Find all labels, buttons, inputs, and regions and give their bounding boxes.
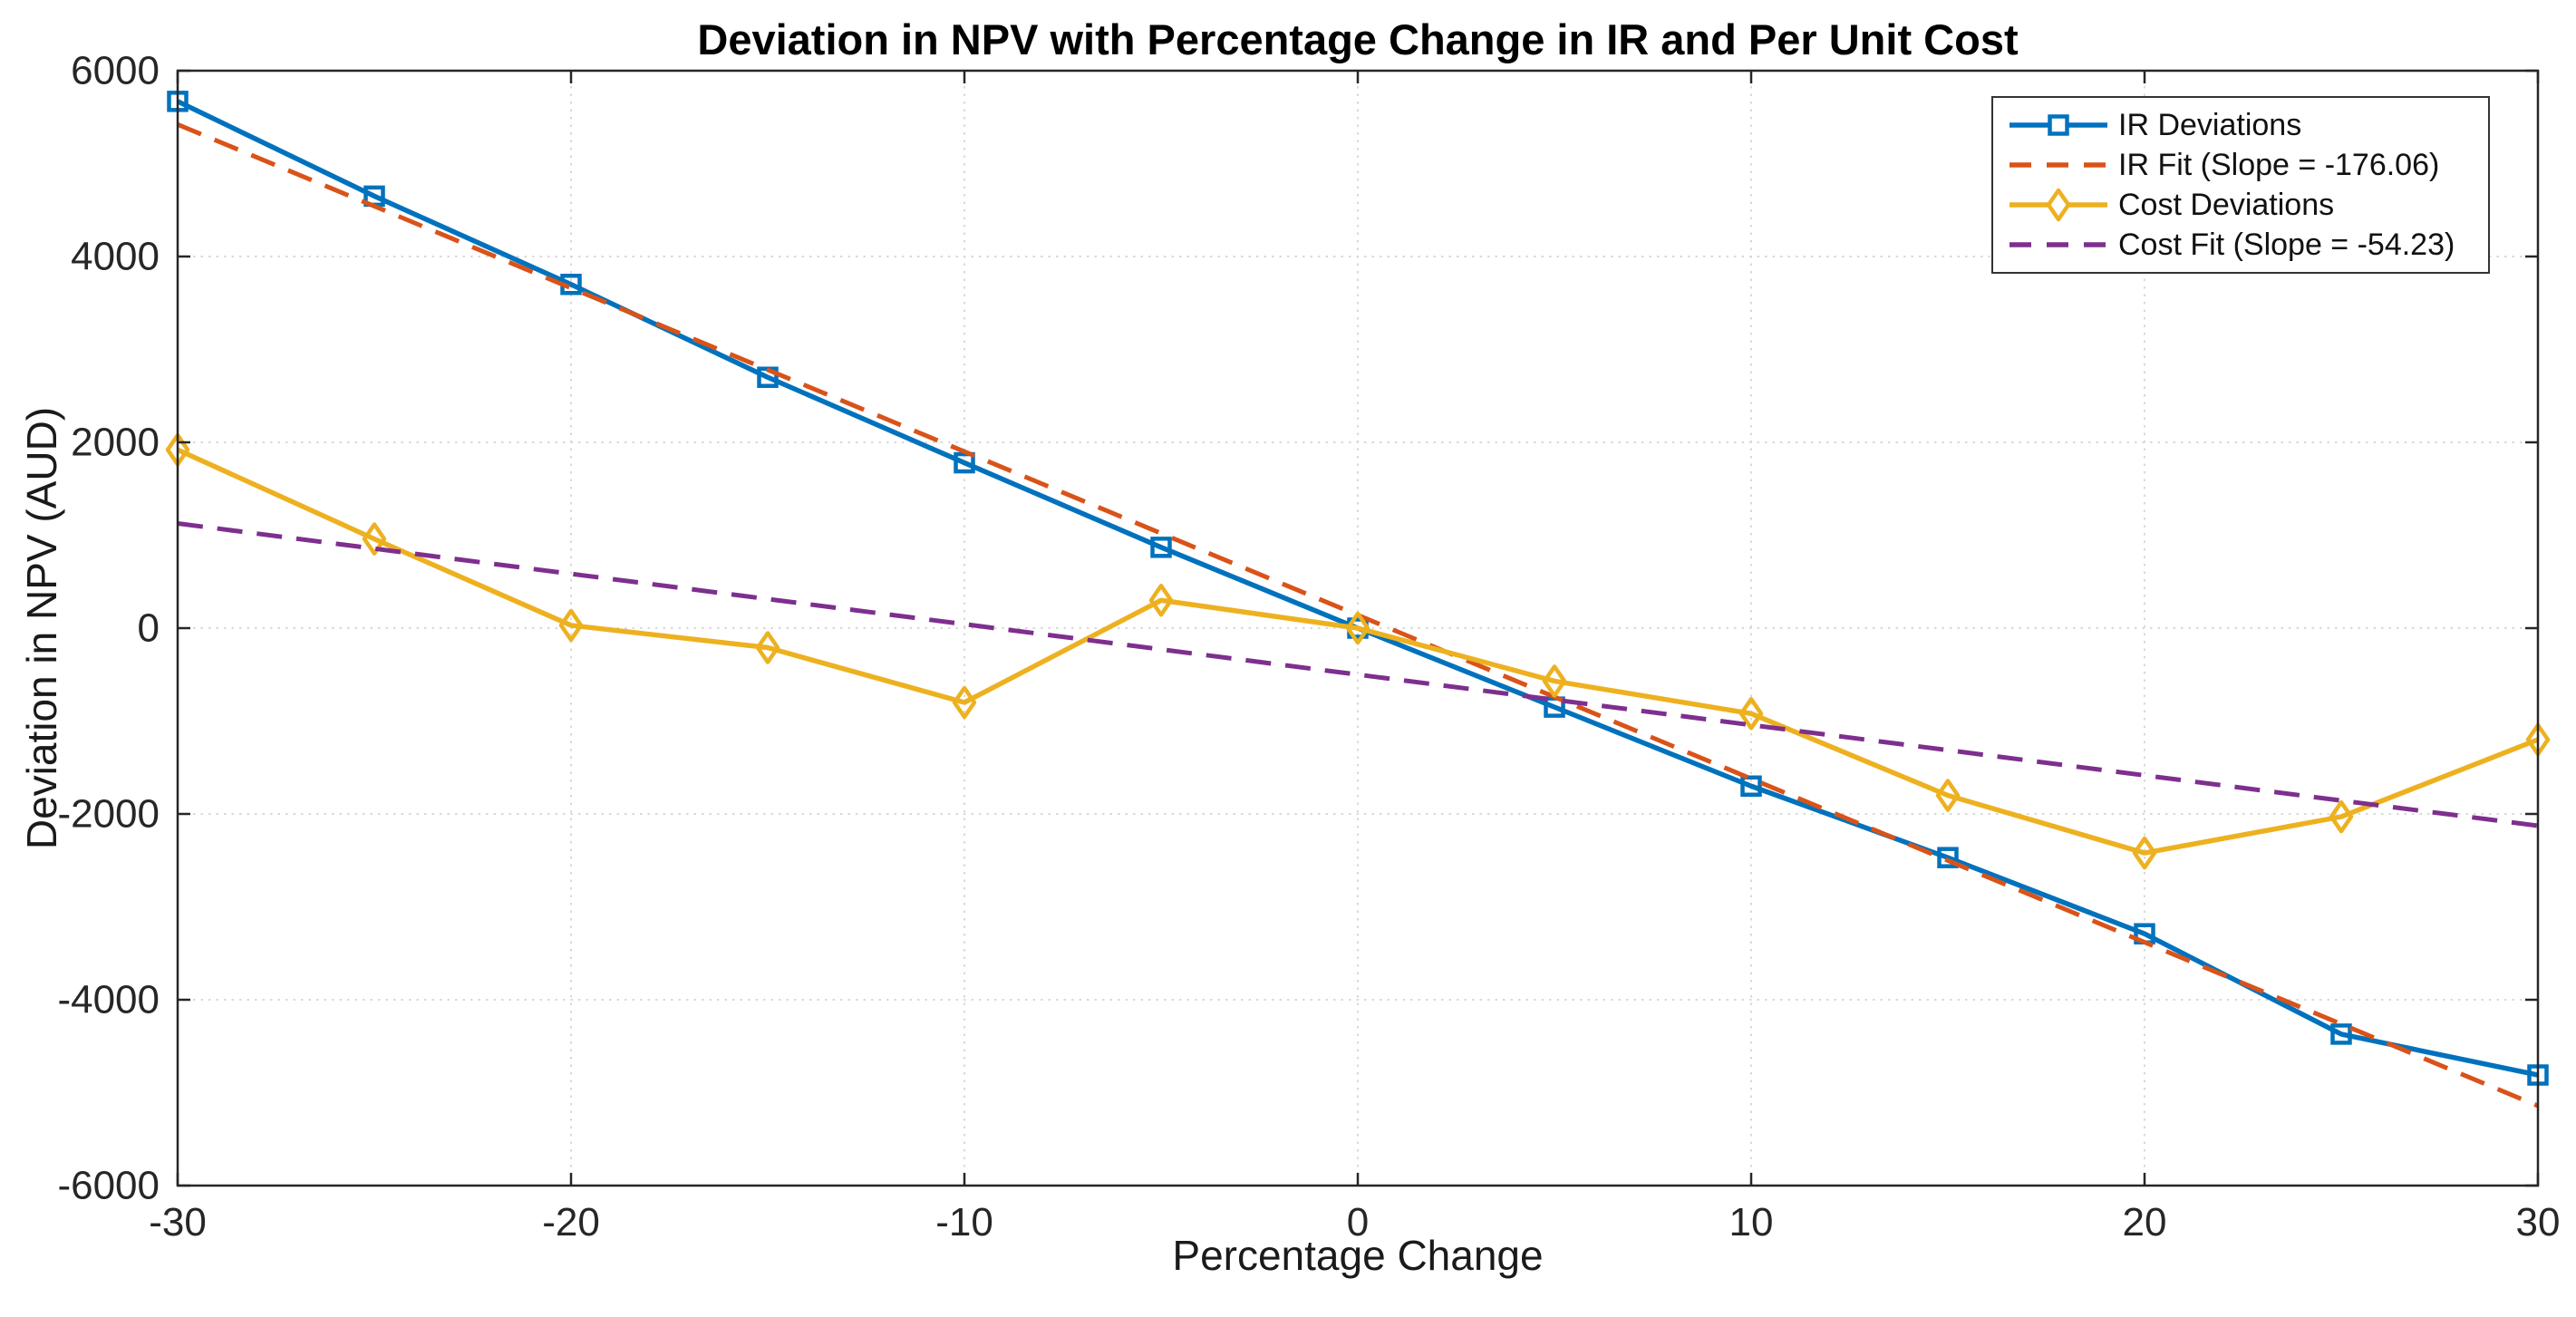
marker-diamond [1148,584,1174,617]
legend-item: Cost Fit (Slope = -54.23) [2008,225,2479,265]
marker-square [1150,537,1172,558]
x-tick-label: 20 [2123,1200,2167,1244]
legend-sample-dashed-line [2009,242,2107,247]
marker-diamond [2329,799,2354,834]
legend-sample-dashed-line [2009,162,2107,168]
marker-diamond [558,608,584,643]
legend-label: Cost Deviations [2118,187,2335,222]
x-tick-label: -30 [149,1200,207,1244]
y-tick-label: 0 [138,606,160,651]
x-tick-label: 0 [1347,1200,1369,1244]
legend-label: IR Deviations [2118,107,2302,142]
y-tick-label: -4000 [57,978,160,1022]
y-tick-label: 2000 [71,421,160,465]
legend-sample-line [2009,188,2107,222]
marker-diamond [362,522,387,556]
marker-square [954,451,975,474]
marker-diamond [755,631,780,664]
x-axis-label: Percentage Change [1172,1232,1544,1279]
legend-label: Cost Fit (Slope = -54.23) [2118,227,2455,262]
marker-square [1740,775,1762,797]
marker-diamond [2132,836,2157,870]
marker-diamond [1935,779,1961,812]
y-tick-label: -6000 [57,1164,160,1208]
x-tick-label: -10 [935,1200,993,1244]
legend: IR Deviations IR Fit (Slope = -176.06) Cos… [1991,96,2490,274]
marker-diamond [1345,611,1370,645]
y-tick-label: 4000 [71,235,160,279]
chart-title: Deviation in NPV with Percentage Change … [697,15,2019,63]
y-tick-label: -2000 [57,792,160,837]
series-line [176,447,2540,856]
marker-square [1937,847,1959,868]
x-tick-label: 10 [1729,1200,1774,1244]
legend-label: IR Fit (Slope = -176.06) [2118,147,2440,182]
y-tick-label: 6000 [71,49,160,93]
legend-item: Cost Deviations [2008,185,2479,225]
x-tick-label: -20 [542,1200,600,1244]
marker-square [2330,1023,2352,1045]
marker-diamond [952,685,977,720]
legend-sample-line [2009,114,2107,136]
legend-item: IR Fit (Slope = -176.06) [2008,145,2479,185]
x-tick-label: 30 [2516,1200,2561,1244]
legend-item: IR Deviations [2008,105,2479,145]
marker-diamond [1542,664,1567,698]
marker-diamond [1738,697,1764,731]
